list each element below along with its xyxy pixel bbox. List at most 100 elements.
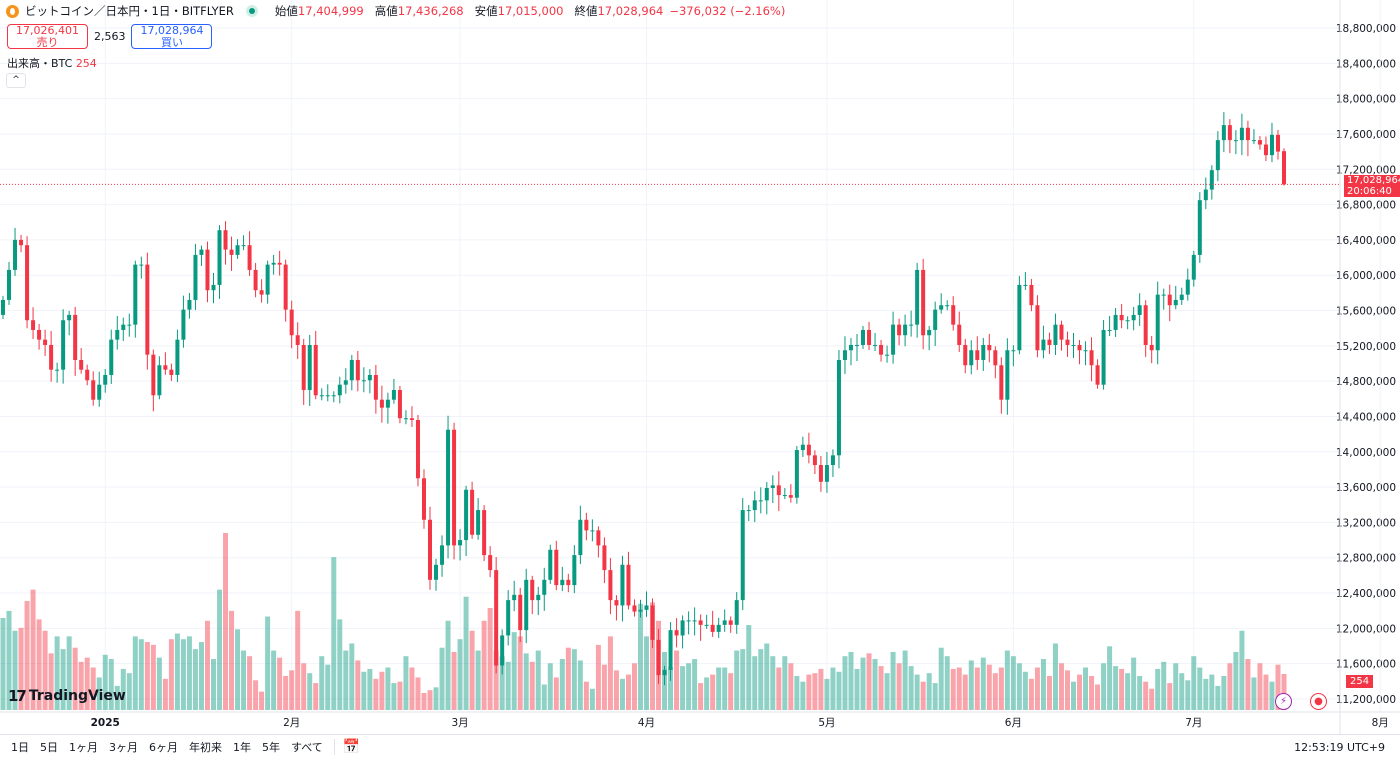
- y-tick-label: 14,400,000: [1336, 411, 1396, 423]
- clock[interactable]: 12:53:19 UTC+9: [1294, 741, 1385, 754]
- candle-body: [1041, 339, 1046, 351]
- candle-body: [506, 600, 511, 636]
- candle-body: [349, 359, 354, 381]
- volume-bar: [1016, 663, 1022, 710]
- candle-body: [175, 339, 180, 375]
- candle-body: [319, 395, 324, 397]
- volume-legend[interactable]: 出来高・BTC 254: [7, 55, 97, 71]
- candle-body: [650, 605, 655, 640]
- candle-body: [987, 344, 992, 351]
- candle-body: [626, 564, 631, 606]
- volume-bar: [253, 680, 259, 710]
- sell-button[interactable]: 17,026,401 売り: [7, 24, 88, 49]
- candle-body: [686, 620, 691, 622]
- range-3m[interactable]: 3ヶ月: [109, 741, 138, 754]
- volume-bar: [457, 639, 463, 710]
- volume-bar: [1269, 681, 1275, 710]
- volume-bar: [385, 667, 391, 710]
- volume-bar: [601, 664, 607, 710]
- volume-bar: [48, 653, 54, 710]
- volume-bar: [475, 650, 481, 710]
- volume-bar: [1064, 670, 1070, 710]
- volume-bar: [102, 654, 108, 710]
- last-price: 17,028,964: [1347, 175, 1400, 186]
- range-ytd[interactable]: 年初来: [189, 741, 222, 754]
- candle-body: [379, 399, 384, 408]
- range-1m[interactable]: 1ヶ月: [69, 741, 98, 754]
- candle-body: [1167, 294, 1172, 306]
- candle-body: [1203, 189, 1208, 201]
- range-6m[interactable]: 6ヶ月: [149, 741, 178, 754]
- volume-bar: [944, 656, 950, 710]
- candle-body: [800, 444, 805, 451]
- volume-bar: [830, 667, 836, 710]
- candlestick-chart[interactable]: 18,800,000 18,400,000 18,000,000 17,600,000…: [0, 0, 1400, 734]
- volume-bar: [1191, 656, 1197, 710]
- volume-bar: [469, 630, 475, 710]
- volume-bar: [217, 589, 223, 710]
- candle-body: [488, 555, 493, 571]
- volume-bar: [692, 659, 698, 710]
- candle-body: [518, 594, 523, 631]
- volume-bar: [1275, 664, 1281, 710]
- candle-body: [1071, 344, 1076, 346]
- volume-bar: [1034, 667, 1040, 710]
- close-label: 終値: [574, 4, 598, 18]
- candle-body: [193, 254, 198, 300]
- volume-bar: [559, 659, 565, 710]
- range-all[interactable]: すべて: [291, 741, 323, 754]
- volume-bar: [355, 660, 361, 710]
- y-tick-label: 13,200,000: [1336, 517, 1396, 529]
- lightning-icon[interactable]: ⚡: [1275, 693, 1292, 710]
- candle-body: [307, 344, 312, 390]
- candle-body: [301, 344, 306, 390]
- range-1d[interactable]: 1日: [11, 741, 29, 754]
- candle-body: [1107, 329, 1112, 331]
- volume-bar: [373, 678, 379, 710]
- volume-bar: [577, 660, 583, 710]
- volume-bar: [54, 636, 60, 710]
- candle-body: [1149, 344, 1154, 351]
- candle-body: [181, 309, 186, 340]
- candle-body: [584, 519, 589, 531]
- candle-body: [67, 314, 72, 321]
- volume-bar: [186, 636, 192, 710]
- candle-body: [367, 374, 372, 381]
- goto-date-icon[interactable]: 📅: [342, 739, 361, 755]
- volume-bar: [12, 630, 18, 710]
- y-tick-label: 15,600,000: [1336, 306, 1396, 318]
- tradingview-logo[interactable]: 17 TradingView: [8, 687, 126, 705]
- buy-button[interactable]: 17,028,964 買い: [131, 24, 213, 49]
- volume-bar: [992, 673, 998, 710]
- volume-bar: [24, 600, 30, 710]
- candle-body: [704, 624, 709, 626]
- candle-body: [933, 309, 938, 330]
- range-1y[interactable]: 1年: [233, 741, 251, 754]
- symbol-title[interactable]: ビットコイン／日本円・1日・BITFLYER: [25, 4, 234, 18]
- candle-body: [1209, 170, 1214, 190]
- volume-bar: [938, 647, 944, 710]
- volume-bar: [277, 657, 283, 710]
- volume-bar: [307, 673, 313, 710]
- candle-body: [999, 365, 1004, 400]
- volume-bar: [860, 657, 866, 710]
- record-icon[interactable]: ●: [1310, 693, 1327, 710]
- volume-bar: [902, 650, 908, 710]
- range-5y[interactable]: 5年: [262, 741, 280, 754]
- bar-countdown: 20:06:40: [1347, 186, 1392, 197]
- candle-body: [55, 369, 60, 371]
- candle-body: [169, 369, 174, 375]
- candle-body: [37, 329, 42, 340]
- candle-body: [265, 264, 270, 295]
- candle-body: [957, 324, 962, 345]
- candle-body: [187, 299, 192, 310]
- candle-body: [361, 380, 366, 382]
- volume-bar: [956, 667, 962, 710]
- volume-bar: [950, 668, 956, 710]
- volume-bar: [824, 678, 830, 710]
- range-5d[interactable]: 5日: [40, 741, 58, 754]
- volume-bar: [1058, 663, 1064, 710]
- volume-bar: [836, 671, 842, 710]
- candle-body: [470, 489, 475, 535]
- chevron-up-icon[interactable]: ^: [6, 73, 26, 88]
